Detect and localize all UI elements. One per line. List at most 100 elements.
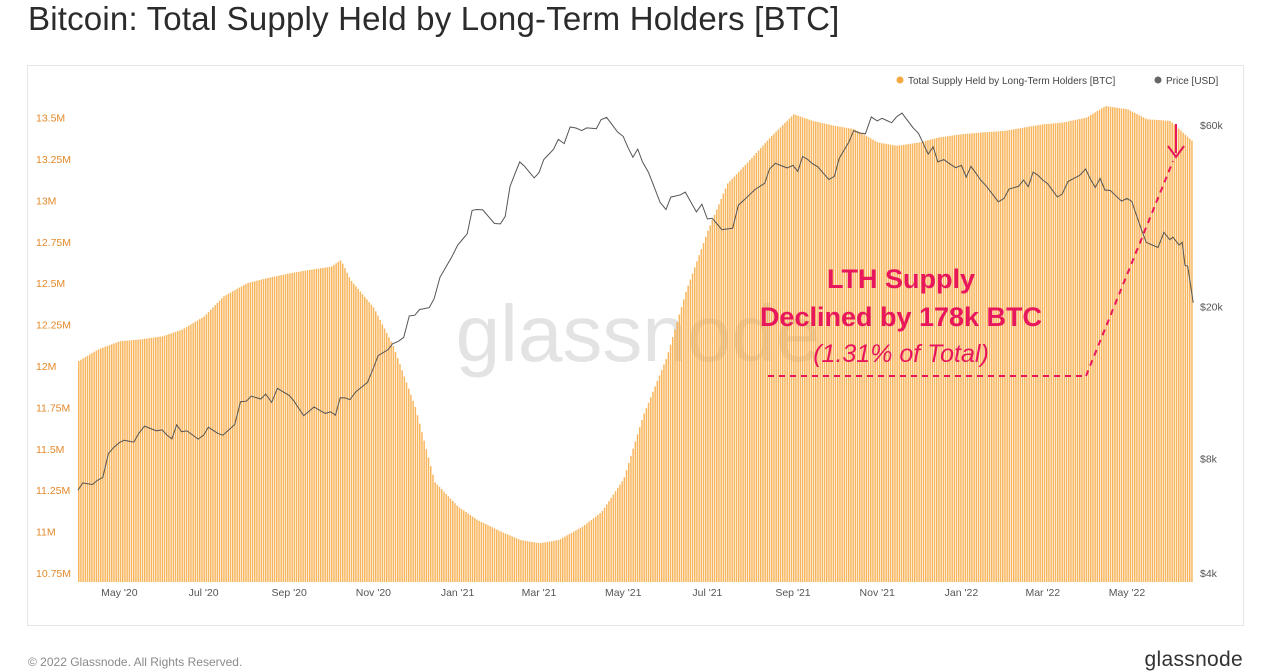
supply-bar-101 (300, 271, 302, 582)
supply-bar-477 (1127, 109, 1129, 582)
supply-bar-481 (1136, 114, 1138, 582)
supply-bar-249 (625, 470, 628, 582)
supply-bar-11 (102, 347, 104, 582)
supply-bar-124 (350, 281, 353, 582)
supply-bar-471 (1114, 107, 1116, 583)
supply-bar-221 (564, 536, 566, 582)
supply-bar-193 (502, 532, 505, 582)
supply-bar-245 (617, 487, 619, 582)
supply-bar-34 (152, 337, 155, 582)
chart-frame: glassnode 10.75M 11M 11.25M 11.5M 11.75M 12M 1… (27, 65, 1244, 626)
supply-bar-26 (135, 339, 137, 582)
supply-bar-32 (148, 338, 150, 582)
x-tick-label-12: May '22 (1109, 587, 1146, 599)
x-tick-label-0: May '20 (101, 587, 138, 599)
supply-bar-342 (830, 125, 832, 582)
supply-bar-142 (390, 341, 392, 582)
supply-bar-81 (256, 280, 258, 582)
supply-bar-380 (914, 143, 916, 582)
supply-bar-402 (962, 134, 964, 582)
supply-bar-172 (456, 505, 458, 582)
supply-bar-267 (665, 359, 667, 582)
supply-bar-259 (647, 402, 650, 582)
supply-bar-213 (546, 541, 549, 582)
supply-bar-127 (357, 288, 359, 582)
supply-bar-379 (911, 143, 914, 582)
supply-bar-162 (434, 482, 436, 582)
supply-bar-496 (1169, 120, 1171, 583)
supply-bar-398 (953, 135, 956, 582)
supply-bar-467 (1105, 106, 1107, 582)
supply-bar-69 (229, 292, 232, 582)
supply-bar-352 (852, 129, 854, 582)
supply-bar-309 (757, 150, 760, 582)
watermark: glassnode (456, 289, 821, 378)
supply-bar-49 (185, 327, 188, 582)
supply-bar-71 (234, 290, 236, 582)
supply-bar-320 (782, 125, 784, 582)
supply-bar-278 (689, 279, 692, 582)
supply-bar-500 (1178, 128, 1180, 582)
supply-bar-498 (1173, 124, 1176, 582)
supply-bar-251 (630, 455, 632, 582)
supply-bar-373 (898, 145, 901, 582)
supply-bar-436 (1037, 125, 1039, 582)
supply-bar-105 (309, 269, 311, 582)
supply-bar-399 (955, 134, 958, 582)
supply-bar-275 (683, 299, 685, 582)
supply-bar-384 (922, 141, 925, 583)
supply-bar-126 (355, 286, 357, 582)
supply-bar-409 (977, 132, 980, 582)
supply-bar-474 (1120, 108, 1123, 583)
supply-bar-243 (612, 494, 615, 582)
supply-bar-404 (966, 133, 969, 582)
supply-bar-201 (520, 540, 522, 582)
supply-bar-210 (540, 543, 542, 582)
legend-price-label[interactable]: Price [USD] (1166, 76, 1218, 87)
supply-bar-94 (284, 274, 287, 582)
legend-supply-label[interactable]: Total Supply Held by Long-Term Holders [… (908, 76, 1116, 87)
supply-bar-87 (269, 277, 271, 582)
supply-bars (78, 106, 1193, 583)
supply-bar-465 (1101, 108, 1103, 583)
supply-bar-456 (1081, 118, 1083, 582)
supply-bar-187 (489, 526, 491, 582)
supply-bar-241 (608, 501, 610, 582)
supply-bar-153 (414, 406, 417, 582)
supply-bar-370 (892, 145, 894, 582)
supply-bar-336 (817, 122, 819, 582)
supply-bar-149 (405, 382, 408, 582)
x-tick-label-8: Sep '21 (775, 587, 810, 599)
supply-bar-280 (694, 267, 696, 582)
supply-bar-303 (744, 164, 747, 582)
supply-bar-264 (658, 375, 661, 582)
supply-bar-362 (874, 140, 876, 582)
supply-bar-411 (982, 132, 984, 582)
supply-bar-441 (1048, 123, 1050, 583)
supply-bar-23 (128, 340, 131, 582)
supply-bar-246 (619, 484, 621, 582)
supply-bar-491 (1158, 120, 1160, 582)
supply-bar-115 (331, 266, 333, 582)
supply-bar-214 (548, 541, 551, 582)
supply-bar-332 (808, 119, 810, 582)
supply-bar-191 (498, 530, 500, 582)
supply-bar-461 (1092, 113, 1094, 582)
supply-bar-141 (388, 337, 390, 582)
supply-bar-470 (1112, 107, 1114, 582)
legend[interactable]: Total Supply Held by Long-Term Holders [… (896, 76, 1219, 87)
supply-bar-339 (823, 123, 826, 582)
supply-bar-224 (570, 532, 573, 582)
supply-bar-383 (920, 141, 923, 582)
supply-bar-382 (918, 142, 920, 582)
supply-bar-418 (997, 131, 1000, 583)
supply-bar-468 (1107, 106, 1110, 583)
supply-bar-407 (973, 133, 975, 582)
supply-bar-108 (315, 268, 318, 582)
supply-bar-33 (150, 337, 153, 582)
left-tick-label-6: 12.25M (36, 320, 71, 332)
supply-bar-265 (661, 370, 663, 582)
supply-bar-30 (144, 338, 146, 582)
supply-bar-136 (377, 315, 379, 582)
supply-bar-157 (423, 440, 425, 582)
